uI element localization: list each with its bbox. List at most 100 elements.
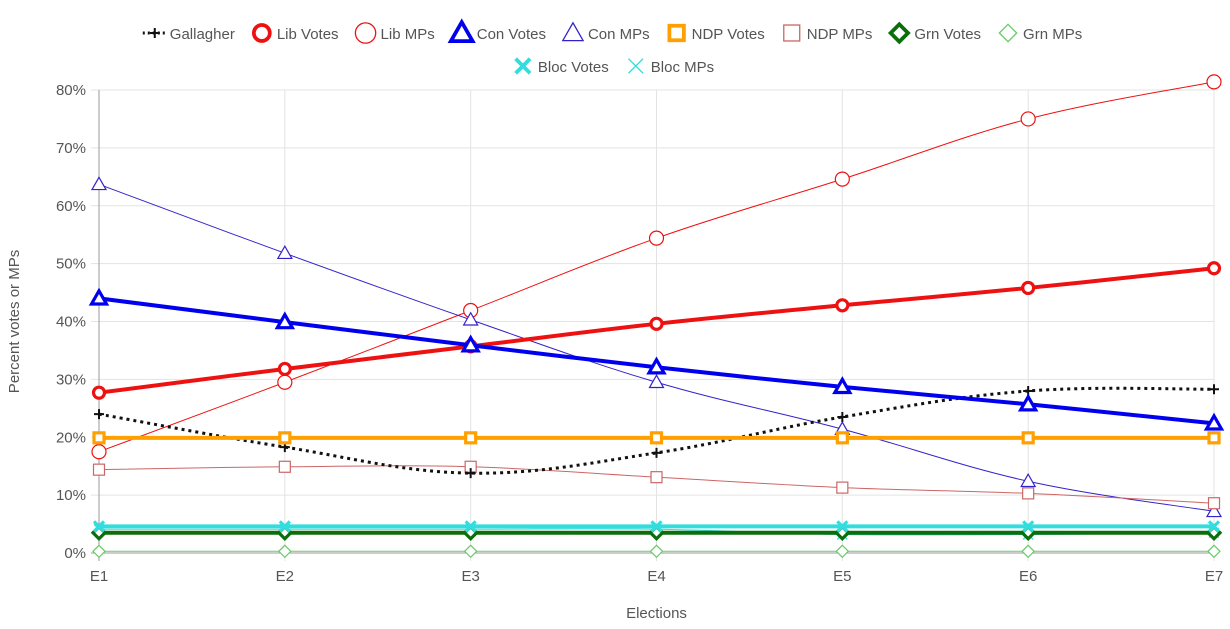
x-tick-label: E6 <box>1019 568 1037 585</box>
data-point <box>1020 111 1036 127</box>
data-point <box>1203 412 1225 431</box>
legend-swatch <box>561 21 585 42</box>
data-point <box>836 520 849 533</box>
legend-item-con-votes[interactable]: Con Votes <box>447 18 546 44</box>
legend-item-lib-votes[interactable]: Lib Votes <box>251 23 339 43</box>
x-tick-label: E4 <box>647 568 665 585</box>
legend-item-grn-mps[interactable]: Grn MPs <box>998 23 1082 43</box>
legend-swatch <box>783 24 801 42</box>
data-point <box>1021 280 1036 296</box>
data-point <box>835 298 850 313</box>
data-point <box>460 334 481 353</box>
y-tick-label: 50% <box>56 256 86 273</box>
legend-item-con-mps[interactable]: Con MPs <box>561 21 650 43</box>
legend-swatch <box>354 22 377 44</box>
data-point <box>463 544 478 559</box>
data-point <box>88 287 110 306</box>
series-layer <box>88 74 1225 559</box>
data-point <box>278 520 291 533</box>
data-point <box>276 244 293 260</box>
data-point <box>277 544 292 559</box>
series-ndp-mps <box>92 460 1221 510</box>
data-point <box>649 544 664 559</box>
data-point <box>1207 497 1221 510</box>
data-point <box>646 356 667 375</box>
legend-swatch <box>251 23 272 43</box>
legend-swatch <box>667 23 686 43</box>
data-point <box>1021 431 1035 445</box>
legend-swatch <box>514 57 532 75</box>
series-grn-mps <box>92 544 1221 559</box>
data-point <box>836 481 849 494</box>
y-tick-label: 30% <box>56 371 86 388</box>
legend-label: NDP MPs <box>807 26 873 43</box>
series-con-votes <box>88 287 1225 431</box>
data-point <box>1207 520 1221 533</box>
legend-swatch <box>887 21 911 45</box>
legend-item-ndp-mps[interactable]: NDP MPs <box>783 24 873 43</box>
data-point <box>277 374 293 390</box>
data-point <box>1022 487 1035 500</box>
data-point <box>1206 74 1222 90</box>
x-tick-label: E7 <box>1205 568 1223 585</box>
legend-label: Grn MPs <box>1023 26 1082 43</box>
data-point <box>92 544 106 559</box>
data-point <box>649 316 664 331</box>
legend-swatch <box>447 18 476 44</box>
legend-swatch <box>628 58 644 74</box>
data-point <box>1207 431 1221 445</box>
axes: 0% 10% 20% 30% 40% 50% 60% 70% 80% E1 E2 E3 E4 E5 E6 E7 <box>56 82 1223 585</box>
legend: Gallagher Lib Votes Lib MPs Con Votes Con MP… <box>142 18 1082 76</box>
data-point <box>462 311 479 326</box>
y-tick-label: 60% <box>56 198 86 215</box>
data-point <box>277 361 292 377</box>
x-axis-title: Elections <box>626 605 687 622</box>
legend-label: Lib Votes <box>277 26 339 43</box>
legend-item-grn-votes[interactable]: Grn Votes <box>887 21 981 45</box>
legend-label: NDP Votes <box>692 26 765 43</box>
y-tick-label: 40% <box>56 314 86 331</box>
data-point <box>837 411 848 422</box>
legend-item-bloc-mps[interactable]: Bloc MPs <box>628 58 715 76</box>
data-point <box>648 230 665 246</box>
data-point <box>278 460 291 473</box>
x-tick-label: E3 <box>461 568 479 585</box>
legend-label: Con Votes <box>477 26 546 43</box>
data-point <box>92 431 106 445</box>
data-point <box>650 471 663 484</box>
y-tick-label: 10% <box>56 487 86 504</box>
data-point <box>649 431 664 445</box>
y-tick-label: 70% <box>56 140 86 157</box>
data-point <box>648 374 665 389</box>
series-gallagher <box>94 384 1219 479</box>
data-point <box>650 520 663 533</box>
legend-label: Bloc Votes <box>538 59 609 76</box>
legend-label: Con MPs <box>588 26 650 43</box>
series-ndp-votes <box>92 431 1221 445</box>
series-lib-mps <box>91 74 1222 460</box>
legend-label: Bloc MPs <box>651 59 714 76</box>
data-point <box>464 520 477 533</box>
x-tick-label: E2 <box>276 568 294 585</box>
data-point <box>1207 544 1221 559</box>
legend-item-ndp-votes[interactable]: NDP Votes <box>667 23 765 43</box>
y-tick-label: 0% <box>64 545 86 562</box>
data-point <box>651 447 662 458</box>
series-bloc-votes <box>92 520 1221 533</box>
data-point <box>94 409 104 420</box>
data-point <box>90 176 108 191</box>
data-point <box>91 444 107 460</box>
legend-item-lib-mps[interactable]: Lib MPs <box>354 22 435 44</box>
data-point <box>1020 473 1037 488</box>
legend-swatch <box>149 28 160 38</box>
legend-label: Grn Votes <box>914 26 981 43</box>
series-con-mps <box>90 176 1223 518</box>
data-point <box>1205 503 1223 518</box>
y-axis-title: Percent votes or MPs <box>6 250 23 393</box>
data-point <box>1206 261 1222 276</box>
legend-label: Lib MPs <box>381 26 435 43</box>
legend-item-bloc-votes[interactable]: Bloc Votes <box>514 57 609 76</box>
legend-item-gallagher[interactable]: Gallagher <box>142 26 235 43</box>
data-point <box>464 431 478 445</box>
